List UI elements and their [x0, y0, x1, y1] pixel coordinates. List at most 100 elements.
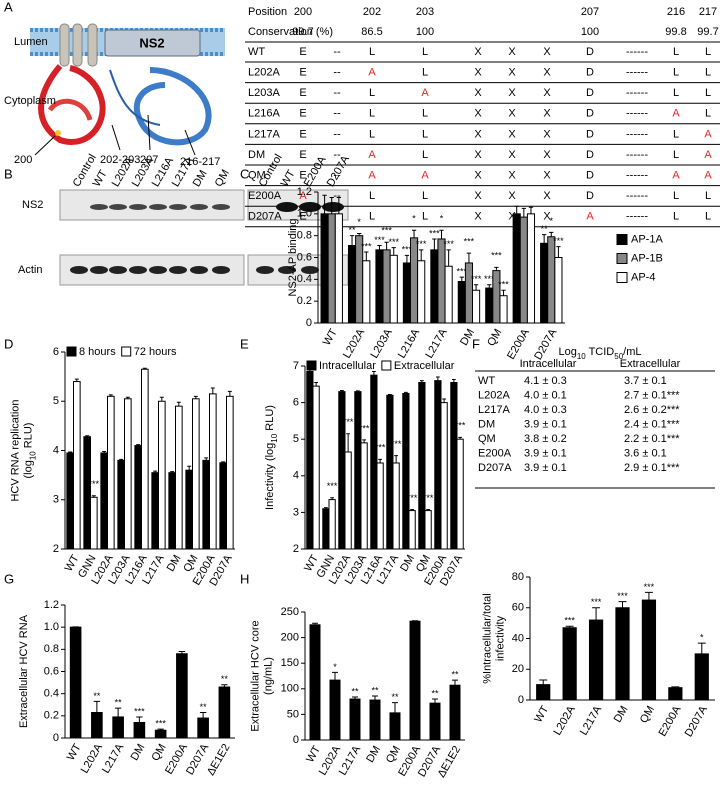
table-cell: L: [673, 128, 679, 140]
error-bar: [432, 238, 437, 250]
table-cell: 202: [363, 6, 381, 18]
bar: [429, 702, 441, 741]
bar: [322, 508, 330, 550]
error-bar: [452, 679, 458, 686]
significance: ***: [381, 226, 392, 236]
bar: [492, 270, 501, 324]
ribbon: [133, 67, 212, 146]
error-bar: [392, 702, 398, 713]
error-bar: [394, 455, 398, 463]
table-cell: WT: [478, 375, 495, 387]
y-tick-label: 5: [53, 395, 59, 407]
bar: [369, 699, 381, 741]
y-axis-label-part: (ng/mL): [262, 657, 274, 695]
table-cell: L: [705, 211, 711, 223]
table-cell: E: [299, 128, 306, 140]
significance: *: [412, 214, 416, 224]
y-axis-label-part: 10: [28, 451, 37, 460]
table-cell: X: [543, 87, 551, 99]
table-cell: ------: [626, 108, 648, 120]
error-bar: [157, 728, 164, 731]
table-cell: E: [299, 67, 306, 79]
y-tick-label: 6: [53, 346, 59, 358]
table-cell: 203: [416, 6, 434, 18]
table-row-label: L216A: [248, 108, 280, 120]
error-bar: [442, 398, 446, 403]
legend-swatch: [381, 360, 392, 371]
significance: ***: [464, 237, 475, 247]
table-cell: X: [543, 46, 551, 58]
error-bar: [346, 433, 350, 453]
error-bar: [349, 235, 355, 246]
y-axis-label-part: Extracellular HCV RNA: [18, 614, 30, 728]
error-bar: [199, 712, 207, 719]
bar: [499, 295, 508, 324]
helix: [59, 23, 70, 67]
table-cell: L: [422, 67, 428, 79]
x-tick-label: QM: [485, 327, 504, 348]
table-title-part: 10: [577, 352, 586, 361]
error-bar: [227, 390, 232, 397]
bar: [588, 619, 604, 701]
significance: **: [200, 702, 208, 712]
ribbon: [38, 64, 106, 145]
ribbon: [109, 69, 161, 126]
table-cell: X: [474, 170, 482, 182]
table-cell: 2.4 ± 0.1***: [624, 418, 680, 430]
error-bar: [542, 234, 547, 244]
y-tick-label: 250: [281, 606, 299, 618]
x-tick-label: L216A: [396, 326, 423, 360]
error-bar: [514, 205, 519, 214]
table-cell: ------: [626, 128, 648, 140]
table-cell: A: [704, 128, 712, 140]
table-cell: ------: [626, 211, 648, 223]
y-axis-label: infectivity: [494, 615, 506, 661]
error-bar: [539, 679, 548, 685]
x-tick-label: WT: [532, 704, 551, 725]
table-cell: 3.9 ± 0.1: [524, 447, 567, 459]
x-tick-label: E200A: [505, 326, 532, 361]
error-bar: [102, 450, 107, 453]
arrow: [147, 114, 151, 151]
y-tick-label: 1.2: [297, 186, 312, 198]
significance: ***: [471, 274, 482, 284]
error-bar: [204, 457, 209, 461]
significance: ***: [591, 597, 602, 607]
y-axis-label-part: infectivity: [494, 615, 506, 661]
actin-band: [169, 266, 187, 274]
table-cell: A: [299, 190, 307, 202]
significance: **: [541, 224, 549, 234]
table-cell: E: [299, 108, 306, 120]
bar: [440, 402, 448, 550]
table-cell: ------: [626, 87, 648, 99]
panel-label: H: [240, 571, 249, 586]
y-tick-label: 0.8: [44, 643, 59, 655]
table-cell: E: [299, 149, 306, 161]
error-bar: [412, 620, 418, 622]
significance: ***: [498, 280, 509, 290]
error-bar: [125, 396, 130, 399]
panel-label: E: [240, 336, 249, 351]
error-bar: [74, 378, 79, 382]
panel-label: G: [4, 571, 14, 586]
table-cell: L: [705, 67, 711, 79]
y-axis-label-part: %Intracellular/total: [481, 593, 493, 684]
y-tick-label: 1.0: [297, 208, 312, 220]
x-tick-label: QM: [149, 742, 168, 763]
table-cell: 2.9 ± 0.1***: [624, 462, 680, 474]
y-tick-label: 2: [293, 543, 299, 555]
bar: [312, 385, 320, 550]
error-bar: [592, 607, 601, 621]
table-cell: X: [543, 128, 551, 140]
y-tick-label: 0: [293, 734, 299, 746]
cytoplasm-label: Cytoplasm: [4, 95, 56, 107]
actin-band: [149, 266, 167, 274]
y-axis-label: Extracellular HCV RNA: [18, 614, 30, 728]
significance: **: [451, 669, 459, 679]
bar: [444, 265, 453, 324]
y-tick-label: 0: [306, 317, 312, 329]
bar: [434, 380, 442, 550]
error-bar: [329, 196, 334, 214]
ns2-band: [322, 202, 344, 212]
y-axis-label: HCV RNA replication: [9, 399, 21, 501]
